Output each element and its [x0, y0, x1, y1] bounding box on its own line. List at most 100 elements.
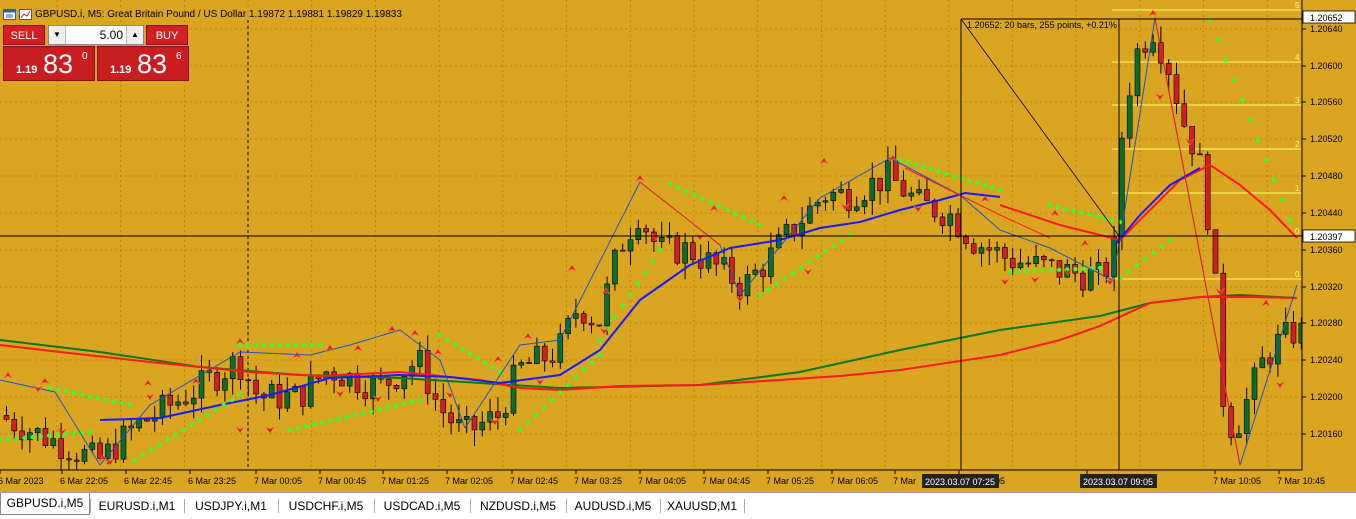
fractal-up-arrow [709, 204, 719, 212]
symbol-tab[interactable]: GBPUSD.i,M5 [0, 493, 90, 515]
sar-dot [253, 342, 259, 348]
sar-dot [1247, 117, 1253, 123]
sar-dot [1231, 77, 1237, 83]
fractal-up-arrow [523, 332, 533, 340]
fractal-up-arrow [779, 194, 789, 202]
candle-body [643, 228, 649, 233]
candle-body [783, 224, 790, 236]
fractal-down-arrow [913, 205, 923, 213]
candle-body [144, 419, 150, 422]
sar-dot [525, 420, 531, 425]
lot-size-stepper[interactable]: ▼ 5.00 ▲ [48, 25, 144, 45]
candle-body [791, 224, 798, 236]
sar-dot [1255, 137, 1261, 143]
price-chart[interactable]: 5 4 3 2 1 0 0.0 1.20652: 20 bars, 255 points, +… [0, 0, 1356, 492]
tab-separator [374, 499, 375, 513]
sar-dot [1078, 210, 1084, 215]
sar-dot [1239, 97, 1245, 103]
sell-button[interactable]: SELL [3, 25, 45, 45]
candle-body [994, 247, 1000, 251]
mid-moving-average-line-2 [999, 164, 1298, 241]
price-axis-label: 1.20200 [1310, 392, 1343, 402]
candle-body [448, 412, 454, 424]
time-axis-background [0, 470, 1356, 492]
sar-dot [245, 342, 251, 348]
candle-body [526, 362, 532, 364]
sar-dot [14, 436, 19, 441]
sar-dot [352, 412, 358, 418]
time-axis-label: 7 Mar 05:25 [766, 476, 814, 486]
candle-body [635, 228, 642, 241]
fractal-down-arrow [1105, 278, 1115, 286]
candle-body [565, 317, 571, 335]
sar-dot [1167, 237, 1173, 243]
candle-body [541, 345, 548, 362]
price-axis: 1.20640 1.20600 1.20560 1.20520 1.20480 1.204… [1301, 0, 1356, 470]
sar-dot [38, 434, 44, 439]
symbol-tab[interactable]: USDJPY.i,M1 [195, 499, 267, 513]
tab-separator [566, 499, 567, 513]
fractal-down-arrow [535, 378, 545, 386]
buy-button[interactable]: BUY [146, 25, 188, 45]
symbol-tab[interactable]: NZDUSD.i,M5 [479, 499, 556, 513]
sar-dot [1094, 214, 1099, 219]
sar-dot [1040, 268, 1045, 273]
fractal-up-arrow [410, 329, 420, 337]
fractal-up-arrow [980, 195, 990, 203]
sell-price-box[interactable]: 1.19 83 0 [3, 46, 95, 81]
candle-body [120, 425, 127, 460]
sar-dot [1007, 269, 1013, 275]
sar-dot [597, 337, 603, 343]
symbol-tab[interactable]: XAUUSD,M1 [666, 499, 737, 513]
symbol-tab[interactable]: AUDUSD.i,M5 [574, 499, 652, 513]
crosshair-time-tag-2 [1080, 474, 1157, 488]
candle-body [401, 376, 408, 390]
fractal-down-arrow [145, 393, 155, 401]
candle-body [682, 242, 688, 264]
sar-dot [573, 375, 579, 380]
candle-body [705, 252, 712, 269]
candle-body [573, 313, 579, 319]
sar-dot [1117, 275, 1123, 281]
fractal-down-arrow [695, 233, 705, 241]
sar-dot [928, 167, 933, 172]
candle-body [518, 362, 525, 366]
price-axis-label: 1.20520 [1310, 134, 1343, 144]
lot-size-input[interactable]: 5.00 [99, 28, 123, 42]
candle-body [861, 200, 868, 208]
chart-header: GBPUSD.i, M5: Great Britain Pound / US D… [3, 7, 402, 21]
sar-dot [1207, 17, 1213, 23]
sar-dot [295, 425, 301, 431]
sar-dot [913, 162, 918, 167]
time-axis-label: 7 Mar 04:45 [702, 476, 750, 486]
candle-body [510, 364, 517, 414]
sar-dot [967, 178, 972, 183]
candle-body [42, 428, 49, 446]
sell-price-prefix: 1.19 [16, 64, 38, 76]
candle-body [370, 377, 376, 400]
chart-window-icon-2 [19, 8, 32, 20]
symbol-tab[interactable]: EURUSD.i,M1 [98, 499, 176, 513]
buy-price-box[interactable]: 1.19 83 6 [97, 46, 189, 81]
symbol-tab[interactable]: USDCHF.i,M5 [288, 499, 364, 513]
fractal-up-arrow [1080, 239, 1090, 247]
sar-dot [612, 315, 618, 320]
chart-area[interactable]: 5 4 3 2 1 0 0.0 1.20652: 20 bars, 255 points, +… [0, 0, 1356, 492]
candle-body [947, 213, 954, 226]
fibonacci-levels: 5 4 3 2 1 0 0.0 [1112, 1, 1307, 280]
candle-body [955, 213, 961, 238]
sar-dot [237, 392, 243, 398]
candle-body [346, 372, 353, 387]
symbol-tab[interactable]: USDCAD.i,M5 [383, 499, 461, 513]
sar-dot [140, 452, 146, 458]
candle-body [268, 383, 275, 399]
sar-dot [667, 181, 673, 187]
candle-body [198, 370, 205, 399]
candle-body [690, 242, 696, 261]
candle-body [417, 350, 423, 367]
lot-decrease-icon[interactable]: ▼ [49, 26, 66, 44]
candle-body [237, 356, 244, 381]
time-axis-label: 7 Mar 10:45 [1277, 476, 1325, 486]
sar-dot [409, 399, 415, 405]
lot-increase-icon[interactable]: ▲ [126, 26, 143, 44]
